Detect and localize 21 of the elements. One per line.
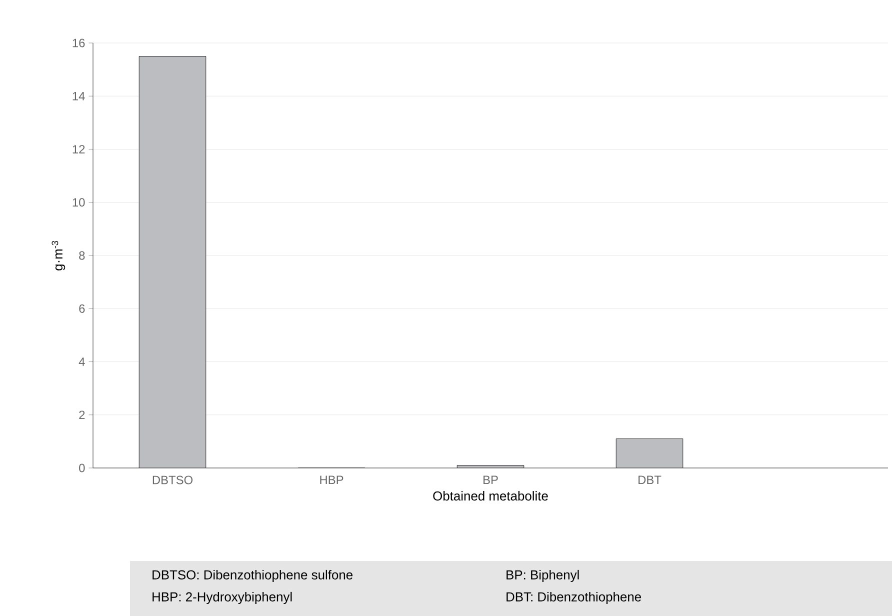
y-tick-label: 6 <box>79 304 85 313</box>
bar <box>616 438 684 468</box>
text: HBP: 2-Hydroxybiphenyl <box>152 592 292 604</box>
y-tick-label: 8 <box>79 251 85 260</box>
y-tick-label: 0 <box>79 464 85 472</box>
y-tick-label: 12 <box>72 145 85 154</box>
x-tick-label: HBP <box>320 476 344 484</box>
text: DBT: Dibenzothiophene <box>506 592 641 604</box>
y-axis-title: g·m$^{-3}$ <box>52 240 66 270</box>
text: BP: Biphenyl <box>506 570 579 582</box>
x-axis-title: Obtained metabolite <box>433 491 548 501</box>
x-tick-label: BP <box>484 476 498 484</box>
y-tick-label: 14 <box>72 92 85 100</box>
y-tick-label: 10 <box>72 198 85 207</box>
y-tick-label: 4 <box>78 358 85 366</box>
y-tick-label: 2 <box>79 410 85 420</box>
y-tick-label: 16 <box>72 38 85 48</box>
x-tick-label: DBT <box>638 476 662 484</box>
x-tick-label: DBTSO <box>152 476 193 484</box>
bar <box>139 56 206 468</box>
text: DBTSO: Dibenzothiophene sulfone <box>152 570 352 582</box>
